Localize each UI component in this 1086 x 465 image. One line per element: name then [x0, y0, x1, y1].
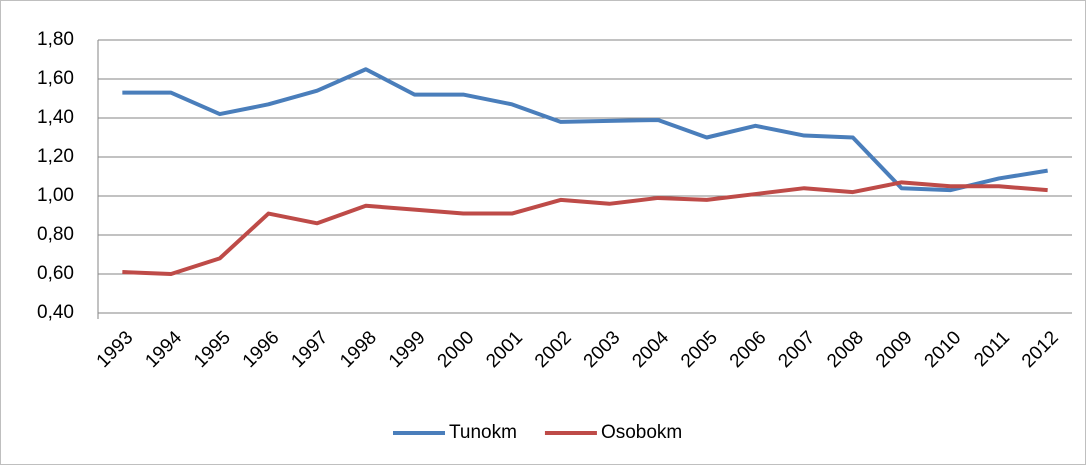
- legend-label: Tunokm: [449, 422, 517, 443]
- legend-label: Osobokm: [601, 422, 682, 443]
- y-tick-label: 1,20: [37, 146, 74, 167]
- y-tick-label: 1,00: [37, 185, 74, 206]
- series-line: [122, 67, 1048, 193]
- y-tick-label: 1,40: [37, 107, 74, 128]
- y-tick-label: 0,40: [37, 302, 74, 323]
- y-tick-label: 0,60: [37, 263, 74, 284]
- y-tick-label: 1,80: [37, 29, 74, 50]
- y-tick-label: 0,80: [37, 224, 74, 245]
- y-tick-label: 1,60: [37, 68, 74, 89]
- series-line: [122, 180, 1048, 276]
